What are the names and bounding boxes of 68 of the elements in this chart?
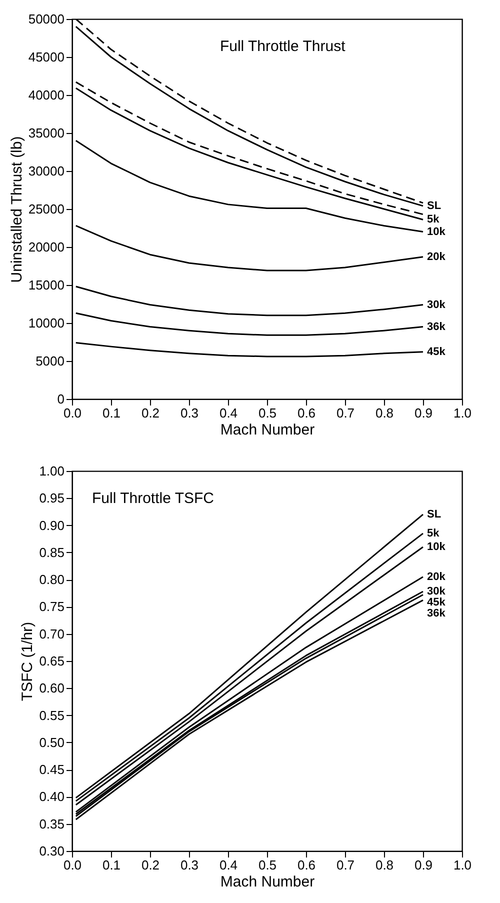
y-tick-label: 20000 [28, 240, 64, 254]
x-tick-label: 0.5 [258, 406, 277, 420]
x-axis-title: Mach Number [220, 422, 315, 438]
y-axis-title: TSFC (1/hr) [19, 622, 36, 702]
series-label: SL [427, 508, 442, 520]
y-tick-label: 0.55 [39, 708, 64, 723]
series-label: 5k [427, 527, 440, 540]
series-label: 20k [427, 570, 446, 583]
y-tick-label: 0.45 [39, 762, 64, 778]
y-tick-label: 35000 [28, 126, 64, 140]
x-tick-label: 1.0 [453, 858, 472, 872]
series-label: 36k [427, 608, 446, 620]
y-tick-label: 30000 [28, 164, 64, 178]
x-tick-label: 0.3 [180, 858, 199, 872]
y-tick-label: 0.40 [39, 789, 64, 804]
y-tick-label: 15000 [28, 278, 64, 292]
x-tick-label: 0.5 [258, 858, 277, 872]
x-tick-label: 0.1 [102, 858, 121, 872]
x-tick-label: 1.0 [453, 406, 472, 420]
x-tick-label: 0.8 [375, 858, 394, 872]
series-label: 20k [427, 250, 446, 263]
x-tick-label: 0.9 [414, 858, 433, 872]
y-tick-label: 0.95 [39, 490, 64, 506]
y-tick-label: 50000 [28, 12, 64, 26]
x-tick-label: 0.6 [297, 858, 316, 872]
y-tick-label: 0.50 [39, 734, 64, 750]
series-label: 45k [427, 346, 446, 358]
x-axis-title: Mach Number [220, 874, 315, 890]
x-tick-label: 0.3 [180, 406, 199, 420]
y-tick-label: 45000 [28, 50, 64, 64]
series-label: 45k [427, 596, 446, 609]
y-tick-label: 0.75 [39, 599, 64, 614]
x-tick-label: 0.7 [336, 858, 355, 872]
series-label: SL [427, 200, 442, 212]
y-tick-label: 0.65 [39, 654, 64, 668]
y-tick-label: 0.70 [39, 626, 64, 642]
text: Full Throttle TSFC [92, 490, 214, 507]
x-tick-label: 0.9 [414, 406, 433, 420]
y-axis-title: Uninstalled Thrust (lb) [8, 136, 26, 283]
x-tick-label: 0.7 [336, 406, 355, 420]
y-tick-label: 0.60 [39, 680, 64, 696]
x-tick-label: 0.6 [297, 406, 316, 420]
x-tick-label: 0.2 [141, 858, 160, 872]
x-tick-label: 0.4 [219, 406, 238, 420]
x-tick-label: 0.0 [63, 858, 82, 872]
y-tick-label: 40000 [28, 88, 64, 102]
x-tick-label: 0.8 [375, 406, 394, 420]
y-tick-label: 0.35 [39, 816, 64, 832]
series-label: 10k [427, 541, 446, 553]
y-tick-label: 0 [57, 392, 64, 406]
y-tick-label: 10000 [28, 316, 64, 330]
y-tick-label: 25000 [28, 202, 64, 216]
y-tick-label: 0.80 [39, 572, 64, 588]
series-label: 30k [427, 298, 446, 311]
x-tick-label: 0.2 [141, 406, 160, 420]
y-tick-label: 5000 [36, 354, 64, 368]
series-label: 10k [427, 226, 446, 238]
x-tick-label: 0.4 [219, 858, 238, 872]
y-tick-label: 0.90 [39, 518, 64, 533]
y-tick-label: 0.85 [39, 544, 64, 560]
series-label: 36k [427, 320, 446, 333]
y-tick-label: 1.00 [39, 464, 64, 478]
y-tick-label: 0.30 [39, 844, 64, 858]
x-tick-label: 0.0 [63, 406, 82, 420]
series-label: 30k [427, 586, 446, 598]
x-tick-label: 0.1 [102, 406, 121, 420]
text: Full Throttle Thrust [220, 38, 346, 55]
series-label: 5k [427, 214, 440, 226]
